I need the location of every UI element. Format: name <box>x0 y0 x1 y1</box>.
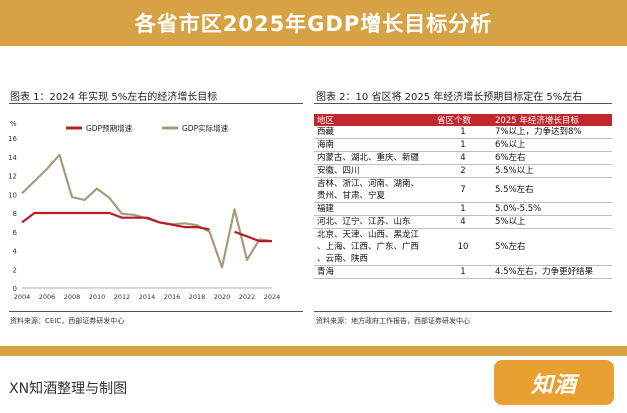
cell-count: 1 <box>434 265 492 279</box>
table-row: 吉林、浙江、河南、湖南、 贵州、甘肃、宁夏 7 5.5%左右 <box>314 177 612 203</box>
header-region: 地区 <box>314 114 434 126</box>
chart-series <box>21 153 273 269</box>
table-row: 北京、天津、山西、黑龙江 、上海、江西、广东、广西 、云南、陕西 10 5%左右 <box>314 228 612 266</box>
table-row: 河北、辽宁、江苏、山东 4 5%以上 <box>314 215 612 229</box>
cell-count: 4 <box>434 151 492 165</box>
cell-region: 内蒙古、湖北、重庆、新疆 <box>314 151 434 165</box>
cell-region: 吉林、浙江、河南、湖南、 贵州、甘肃、宁夏 <box>314 177 434 203</box>
cell-count: 1 <box>434 202 492 216</box>
banner-title: 各省市区2025年GDP增长目标分析 <box>134 12 493 36</box>
cell-count: 1 <box>434 126 492 139</box>
legend-label: GDP预期增速 <box>86 123 133 133</box>
fig1-bottom-rule <box>9 311 303 312</box>
table-header-row: 地区 省区个数 2025 年经济增长目标 <box>314 114 612 126</box>
cell-target: 6%左右 <box>492 151 612 165</box>
fig2-top-rule <box>314 103 612 104</box>
brand-logo: 知酒 <box>494 360 614 405</box>
cell-count: 2 <box>434 164 492 178</box>
cell-target: 4.5%左右，力争更好结果 <box>492 265 612 279</box>
table-row: 内蒙古、湖北、重庆、新疆 4 6%左右 <box>314 151 612 165</box>
cell-target: 5.0%-5.5% <box>492 202 612 216</box>
table-row: 福建 1 5.0%-5.5% <box>314 202 612 216</box>
cell-target: 5%以上 <box>492 215 612 229</box>
fig2-bottom-rule <box>314 311 612 312</box>
x-tick-label: 2018 <box>189 293 206 301</box>
y-tick-label: 16 <box>8 135 17 143</box>
bottom-accent-bar <box>0 346 627 356</box>
cell-region: 福建 <box>314 202 434 216</box>
legend-label: GDP实际增速 <box>182 123 229 133</box>
series-line <box>21 211 272 243</box>
y-tick-label: 10 <box>8 191 17 199</box>
x-tick-label: 2010 <box>89 293 106 301</box>
x-tick-label: 2020 <box>214 293 231 301</box>
table-row: 西藏 1 7%以上，力争达到8% <box>314 126 612 139</box>
header-target: 2025 年经济增长目标 <box>492 114 612 126</box>
growth-target-table: 地区 省区个数 2025 年经济增长目标 西藏 1 7%以上，力争达到8% 海南 1 6%… <box>314 114 612 279</box>
cell-target: 5%左右 <box>492 228 612 266</box>
x-tick-label: 2004 <box>14 293 31 301</box>
x-tick-label: 2008 <box>64 293 81 301</box>
y-tick-label: 4 <box>13 248 18 256</box>
y-tick-label: 12 <box>8 173 17 181</box>
y-tick-label: 0 <box>13 285 17 293</box>
y-tick-label: 6 <box>13 229 18 237</box>
cell-count: 10 <box>434 228 492 266</box>
x-tick-label: 2016 <box>164 293 181 301</box>
cell-region: 河北、辽宁、江苏、山东 <box>314 215 434 229</box>
x-tick-label: 2006 <box>39 293 56 301</box>
cell-target: 5.5%左右 <box>492 177 612 203</box>
y-axis: 0 2 4 6 8 10 12 14 16% <box>8 120 17 293</box>
cell-region: 西藏 <box>314 126 434 139</box>
x-tick-label: 2012 <box>114 293 131 301</box>
y-axis-label: % <box>10 120 17 128</box>
table-row: 青海 1 4.5%左右，力争更好结果 <box>314 265 612 279</box>
header-count: 省区个数 <box>434 114 492 126</box>
cell-region: 北京、天津、山西、黑龙江 、上海、江西、广东、广西 、云南、陕西 <box>314 228 434 266</box>
y-tick-label: 14 <box>8 154 17 162</box>
footer-credit: XN知酒整理与制图 <box>9 381 128 397</box>
fig1-title: 图表 1：2024 年实现 5%左右的经济增长目标 <box>10 92 218 103</box>
cell-target: 7%以上，力争达到8% <box>492 126 612 139</box>
cell-count: 7 <box>434 177 492 203</box>
fig1-top-rule <box>9 103 303 104</box>
cell-region: 海南 <box>314 138 434 152</box>
x-tick-label: 2014 <box>139 293 156 301</box>
chart-legend: GDP预期增速 GDP实际增速 <box>66 123 229 133</box>
cell-region: 安徽、四川 <box>314 164 434 178</box>
fig1-source: 资料来源：CEIC，西部证券研发中心 <box>10 317 125 325</box>
cell-target: 5.5%以上 <box>492 164 612 178</box>
x-tick-label: 2024 <box>264 293 281 301</box>
x-tick-label: 2022 <box>239 293 256 301</box>
banner: 各省市区2025年GDP增长目标分析 <box>0 0 627 46</box>
cell-count: 1 <box>434 138 492 152</box>
y-tick-label: 2 <box>13 266 17 274</box>
x-axis: 2004 2006 2008 2010 2012 2014 2016 2018 2020 2022… <box>14 287 281 301</box>
cell-region: 青海 <box>314 265 434 279</box>
y-tick-label: 8 <box>13 210 17 218</box>
fig2-source: 资料来源：地方政府工作报告，西部证券研发中心 <box>316 317 470 325</box>
cell-target: 6%以上 <box>492 138 612 152</box>
table-row: 海南 1 6%以上 <box>314 138 612 152</box>
table-row: 安徽、四川 2 5.5%以上 <box>314 164 612 178</box>
series-line <box>21 153 273 269</box>
logo-text: 知酒 <box>530 372 577 398</box>
cell-count: 4 <box>434 215 492 229</box>
fig2-title: 图表 2：10 省区将 2025 年经济增长预期目标定在 5%左右 <box>316 92 583 103</box>
